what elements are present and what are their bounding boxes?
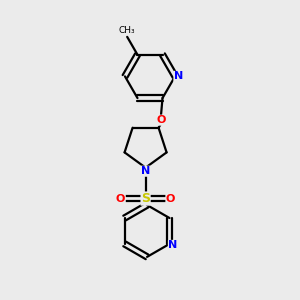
- Text: O: O: [166, 194, 175, 204]
- Text: N: N: [174, 71, 183, 81]
- Text: N: N: [141, 166, 150, 176]
- Text: CH₃: CH₃: [119, 26, 136, 34]
- Text: N: N: [168, 240, 178, 250]
- Text: O: O: [116, 194, 125, 204]
- Text: S: S: [141, 192, 150, 205]
- Text: O: O: [156, 115, 166, 125]
